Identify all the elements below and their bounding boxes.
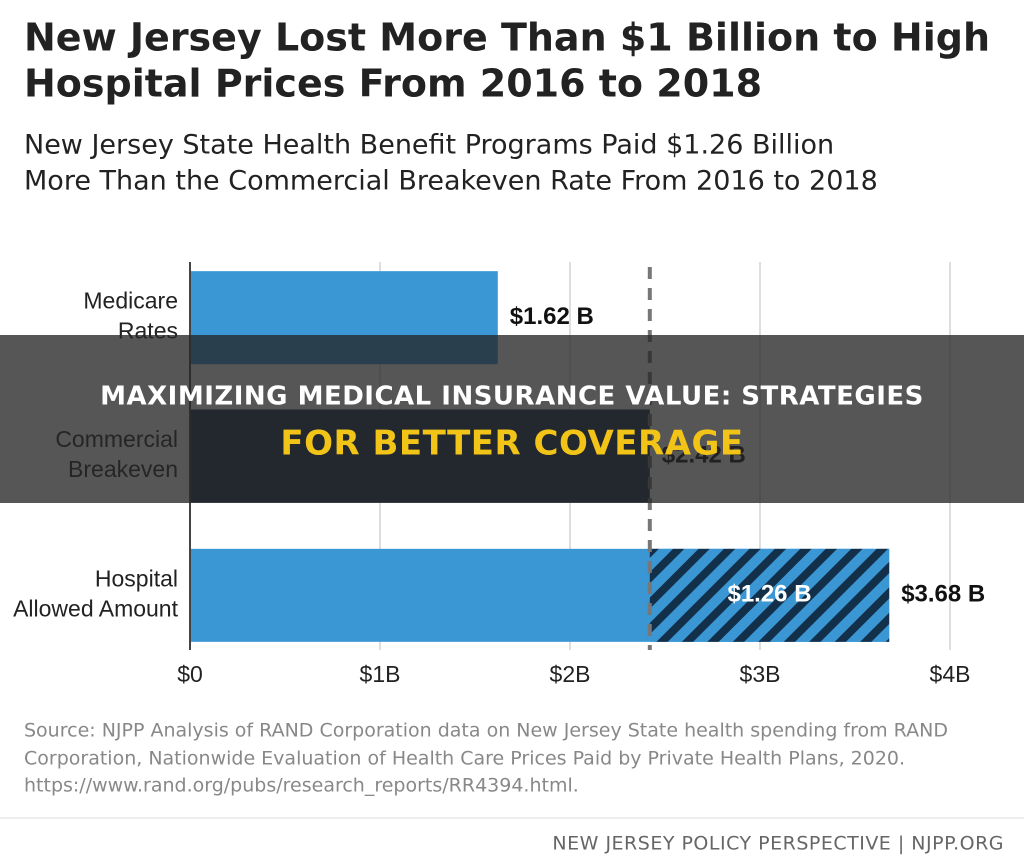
x-tick-label: $2B [550,661,591,687]
y-tick-label: Hospital [95,565,178,591]
y-tick-label: Medicare [83,288,178,314]
value-label: $1.62 B [510,303,594,330]
x-tick-label: $1B [360,661,401,687]
chart-title: Hospital Prices From 2016 to 2018 [24,62,762,106]
y-tick-label: Allowed Amount [13,595,179,621]
footer-brand: NEW JERSEY POLICY PERSPECTIVE | NJPP.ORG [552,833,1004,855]
source-note: Corporation, Nationwide Evaluation of He… [24,748,905,770]
excess-segment [649,548,890,642]
chart-title: New Jersey Lost More Than $1 Billion to … [24,16,990,60]
x-tick-label: $0 [177,661,203,687]
banner-background [0,335,1024,503]
excess-label: $1.26 B [727,581,811,608]
chart-subtitle: New Jersey State Health Benefit Programs… [24,130,834,161]
x-tick-label: $4B [930,661,971,687]
source-note: https://www.rand.org/pubs/research_repor… [24,775,579,797]
value-label: $3.68 B [901,581,985,608]
chart-subtitle: More Than the Commercial Breakeven Rate … [24,166,878,197]
banner-headline: MAXIMIZING MEDICAL INSURANCE VALUE: STRA… [100,382,924,412]
banner-headline: FOR BETTER COVERAGE [280,424,743,464]
x-tick-label: $3B [740,661,781,687]
source-note: Source: NJPP Analysis of RAND Corporatio… [24,720,948,742]
